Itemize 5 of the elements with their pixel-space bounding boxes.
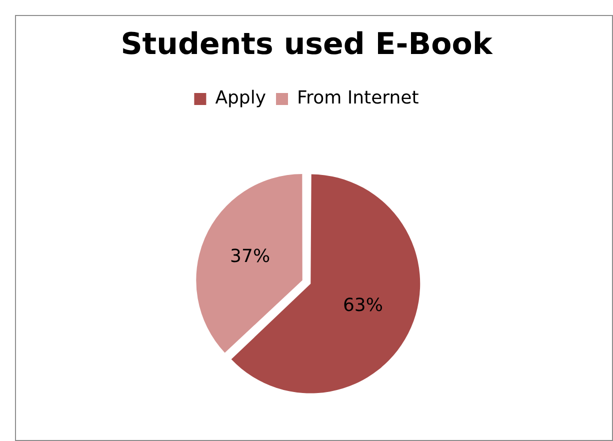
data-label: 63% bbox=[342, 295, 383, 316]
legend-label: From Internet bbox=[297, 88, 419, 109]
legend-label: Apply bbox=[215, 88, 266, 109]
chart-title: Students used E-Book bbox=[120, 26, 494, 62]
data-label: 37% bbox=[230, 246, 270, 268]
